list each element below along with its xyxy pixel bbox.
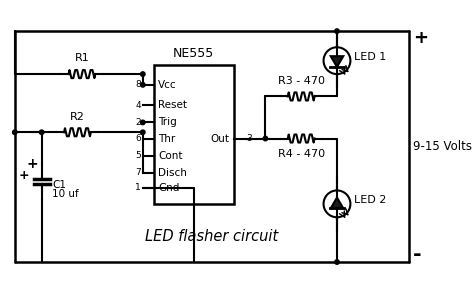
Circle shape — [335, 260, 339, 264]
Text: 3: 3 — [246, 134, 252, 143]
Text: Gnd: Gnd — [158, 183, 179, 193]
Circle shape — [39, 130, 44, 134]
Text: 10 uf: 10 uf — [53, 189, 79, 199]
Circle shape — [335, 29, 339, 33]
Circle shape — [263, 136, 268, 141]
Text: Reset: Reset — [158, 100, 187, 110]
Text: 5: 5 — [135, 151, 141, 160]
Text: Trig: Trig — [158, 118, 177, 128]
Text: R2: R2 — [70, 112, 85, 122]
Circle shape — [141, 130, 145, 134]
Text: +: + — [27, 156, 38, 170]
Text: 4: 4 — [136, 101, 141, 110]
Text: 9-15 Volts: 9-15 Volts — [413, 140, 472, 153]
Text: 1: 1 — [135, 183, 141, 192]
Bar — [154, 65, 234, 204]
Circle shape — [141, 120, 145, 125]
Text: +: + — [18, 169, 29, 182]
Text: Out: Out — [210, 134, 229, 144]
Text: -: - — [413, 245, 422, 265]
Text: LED 1: LED 1 — [354, 52, 386, 62]
Text: +: + — [413, 29, 428, 47]
Text: NE555: NE555 — [173, 47, 214, 60]
Circle shape — [141, 83, 145, 87]
Text: LED flasher circuit: LED flasher circuit — [145, 229, 278, 245]
Circle shape — [13, 130, 17, 134]
Text: R3 - 470: R3 - 470 — [278, 76, 325, 86]
Text: C1: C1 — [53, 180, 66, 190]
Text: LED 2: LED 2 — [354, 195, 386, 205]
Text: Thr: Thr — [158, 134, 175, 144]
Text: 8: 8 — [135, 80, 141, 89]
Circle shape — [141, 72, 145, 76]
Polygon shape — [331, 56, 343, 67]
Text: 2: 2 — [136, 118, 141, 127]
Text: 7: 7 — [135, 168, 141, 177]
Text: 6: 6 — [135, 134, 141, 143]
Text: Cont: Cont — [158, 150, 182, 160]
Text: R1: R1 — [74, 53, 89, 63]
Text: R4 - 470: R4 - 470 — [278, 149, 325, 159]
Text: Vcc: Vcc — [158, 80, 177, 90]
Polygon shape — [331, 198, 343, 208]
Text: Disch: Disch — [158, 168, 187, 178]
